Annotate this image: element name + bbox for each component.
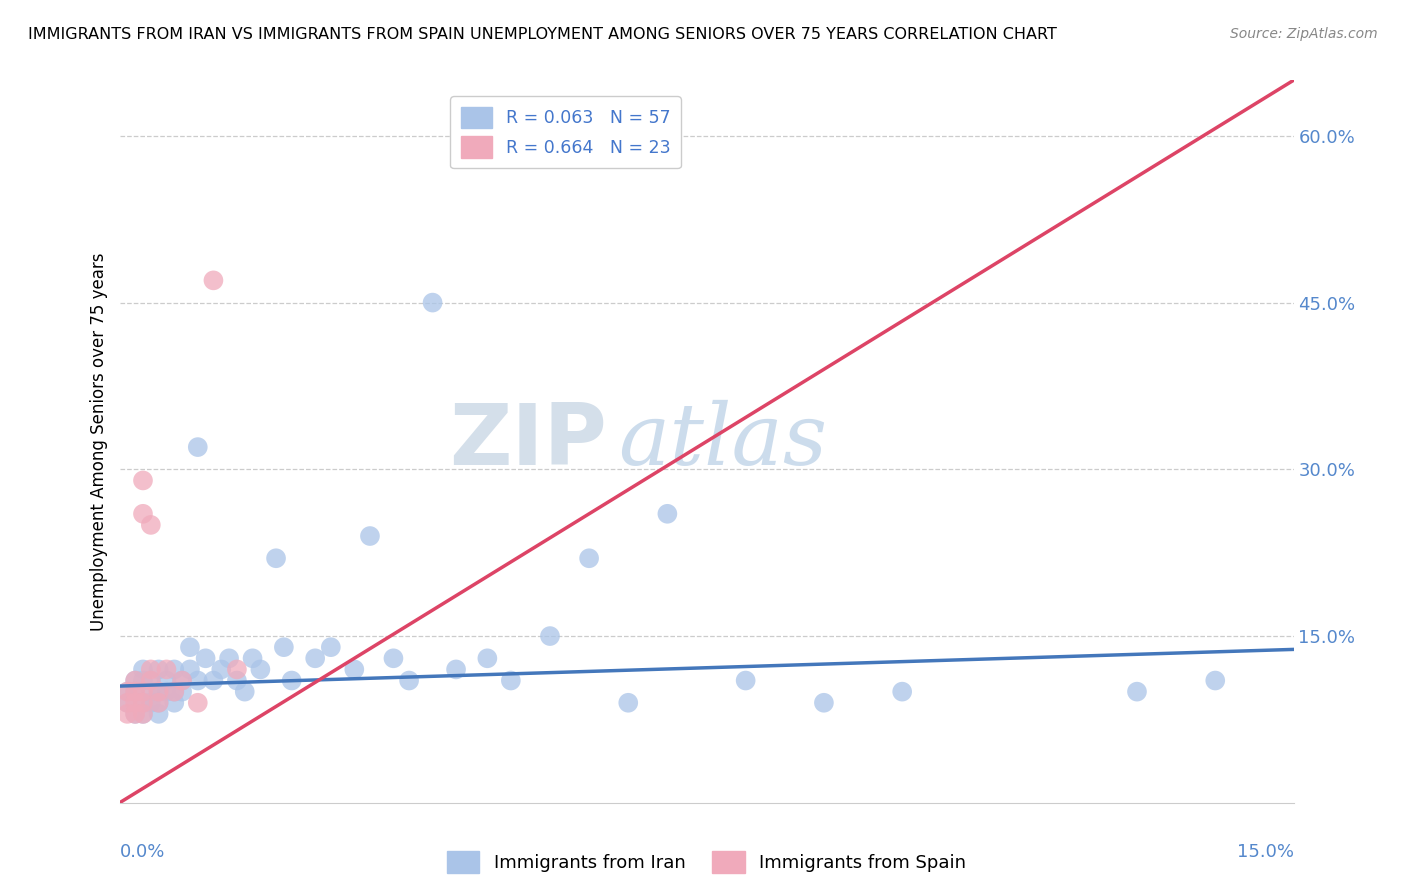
Point — [148, 706, 170, 721]
Point — [209, 662, 232, 676]
Point — [139, 673, 162, 688]
Point — [319, 640, 342, 655]
Point — [225, 662, 249, 676]
Point — [233, 684, 256, 698]
Point — [124, 706, 146, 721]
Point — [225, 673, 249, 688]
Point — [477, 651, 499, 665]
Point — [132, 706, 155, 721]
Point — [132, 696, 155, 710]
Point — [163, 696, 186, 710]
Point — [187, 673, 209, 688]
Point — [124, 684, 146, 698]
Point — [343, 662, 366, 676]
Point — [139, 684, 162, 698]
Point — [132, 706, 155, 721]
Point — [117, 696, 139, 710]
Point — [249, 662, 271, 676]
Point — [148, 696, 170, 710]
Point — [194, 651, 217, 665]
Point — [148, 684, 170, 698]
Point — [891, 684, 914, 698]
Point — [132, 673, 155, 688]
Text: ZIP: ZIP — [449, 400, 607, 483]
Point — [242, 651, 264, 665]
Y-axis label: Unemployment Among Seniors over 75 years: Unemployment Among Seniors over 75 years — [90, 252, 108, 631]
Point — [264, 551, 287, 566]
Point — [163, 684, 186, 698]
Point — [139, 662, 162, 676]
Point — [117, 706, 139, 721]
Point — [1126, 684, 1149, 698]
Point — [124, 684, 146, 698]
Text: 15.0%: 15.0% — [1236, 843, 1294, 861]
Point — [172, 684, 194, 698]
Point — [422, 295, 444, 310]
Point — [179, 640, 201, 655]
Point — [148, 684, 170, 698]
Point — [148, 696, 170, 710]
Point — [179, 662, 201, 676]
Point — [578, 551, 600, 566]
Point — [280, 673, 302, 688]
Point — [187, 696, 209, 710]
Point — [382, 651, 405, 665]
Point — [172, 673, 194, 688]
Point — [155, 673, 177, 688]
Point — [132, 662, 155, 676]
Point — [117, 684, 139, 698]
Text: atlas: atlas — [619, 401, 828, 483]
Point — [617, 696, 640, 710]
Point — [124, 673, 146, 688]
Point — [139, 673, 162, 688]
Point — [132, 474, 155, 488]
Point — [148, 662, 170, 676]
Point — [359, 529, 381, 543]
Point — [218, 651, 240, 665]
Point — [139, 696, 162, 710]
Point — [155, 684, 177, 698]
Point — [202, 273, 225, 287]
Point — [117, 696, 139, 710]
Point — [538, 629, 561, 643]
Point — [202, 673, 225, 688]
Point — [155, 662, 177, 676]
Point — [132, 696, 155, 710]
Point — [273, 640, 295, 655]
Point — [657, 507, 679, 521]
Point — [187, 440, 209, 454]
Point — [163, 684, 186, 698]
Point — [444, 662, 467, 676]
Point — [132, 684, 155, 698]
Point — [163, 662, 186, 676]
Point — [117, 684, 139, 698]
Legend: Immigrants from Iran, Immigrants from Spain: Immigrants from Iran, Immigrants from Sp… — [440, 844, 973, 880]
Point — [124, 696, 146, 710]
Point — [139, 517, 162, 532]
Point — [813, 696, 835, 710]
Text: Source: ZipAtlas.com: Source: ZipAtlas.com — [1230, 27, 1378, 41]
Point — [304, 651, 326, 665]
Point — [734, 673, 756, 688]
Text: IMMIGRANTS FROM IRAN VS IMMIGRANTS FROM SPAIN UNEMPLOYMENT AMONG SENIORS OVER 75: IMMIGRANTS FROM IRAN VS IMMIGRANTS FROM … — [28, 27, 1057, 42]
Point — [124, 706, 146, 721]
Text: 0.0%: 0.0% — [120, 843, 165, 861]
Point — [1204, 673, 1226, 688]
Point — [124, 673, 146, 688]
Point — [132, 507, 155, 521]
Point — [172, 673, 194, 688]
Point — [398, 673, 420, 688]
Point — [499, 673, 522, 688]
